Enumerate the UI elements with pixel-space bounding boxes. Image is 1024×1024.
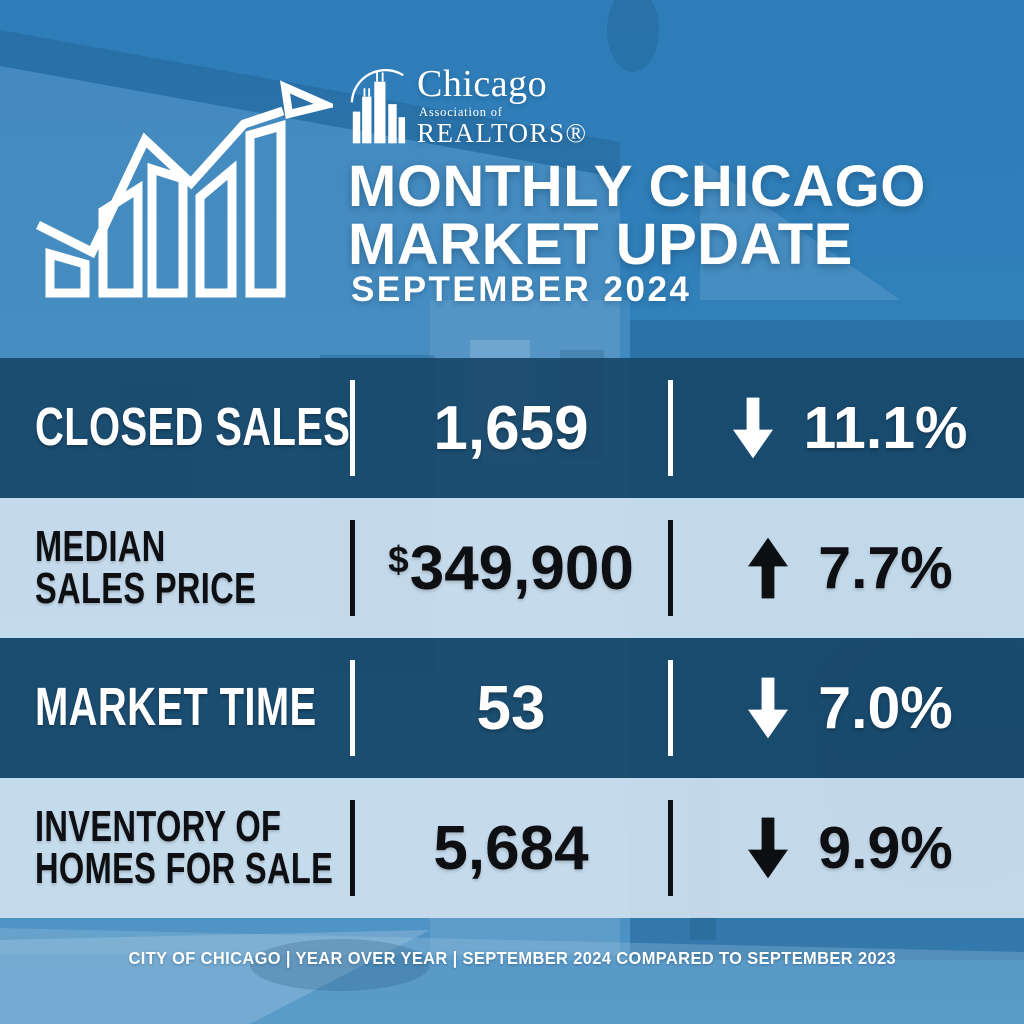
stat-label-text: SALES PRICE [35, 564, 257, 613]
stat-label: CLOSED SALES [0, 397, 351, 458]
down-arrow-icon [748, 677, 789, 739]
stats-table: CLOSED SALES 1,659 11.1% MEDIAN SALES PR… [0, 358, 1024, 918]
stat-label-text: MEDIAN [35, 522, 166, 572]
page-title: MONTHLY CHICAGO MARKET UPDATE [348, 158, 926, 274]
down-arrow-icon [748, 817, 789, 879]
logo-text: Chicago Association of REALTORS® [417, 65, 588, 148]
stat-label: INVENTORY OF HOMES FOR SALE [0, 802, 349, 893]
logo-subname: Association of [419, 104, 503, 119]
down-arrow-icon [733, 397, 774, 459]
report-month: SEPTEMBER 2024 [351, 270, 692, 309]
stat-row-closed-sales: CLOSED SALES 1,659 11.1% [0, 358, 1024, 498]
stat-label: MEDIAN SALES PRICE [0, 522, 349, 613]
logo-org: REALTORS® [417, 118, 588, 149]
footer-caption: CITY OF CHICAGO | YEAR OVER YEAR | SEPTE… [0, 948, 1024, 969]
stat-value: 1,659 [433, 393, 589, 463]
trend-chart-icon [35, 80, 333, 298]
car-logo: Chicago Association of REALTORS® [350, 64, 588, 148]
stat-change: 7.7% [673, 532, 1024, 604]
column-divider [349, 660, 355, 756]
stat-change: 7.0% [673, 672, 1024, 744]
stat-value: $349,900 [388, 533, 634, 603]
stat-change-value: 7.0% [818, 675, 953, 741]
stat-label-text: INVENTORY OF [35, 802, 282, 852]
column-divider [349, 380, 355, 476]
column-divider [667, 660, 673, 756]
dollar-sign: $ [388, 538, 409, 580]
footer-text: CITY OF CHICAGO | YEAR OVER YEAR | SEPTE… [128, 948, 896, 968]
stat-label-text: HOMES FOR SALE [35, 844, 334, 893]
stat-change: 11.1% [673, 392, 1024, 464]
stat-label-text: MARKET TIME [35, 677, 317, 738]
stat-row-inventory: INVENTORY OF HOMES FOR SALE 5,684 9.9% [0, 778, 1024, 918]
up-arrow-icon [748, 537, 789, 599]
stat-change-value: 11.1% [803, 395, 968, 461]
stat-change-value: 7.7% [818, 535, 953, 601]
stat-row-median-sales-price: MEDIAN SALES PRICE $349,900 7.7% [0, 498, 1024, 638]
column-divider [667, 380, 673, 476]
title-line-1: MONTHLY CHICAGO [348, 154, 926, 219]
stat-value: 5,684 [433, 813, 589, 883]
column-divider [349, 800, 355, 896]
stat-label: MARKET TIME [0, 677, 349, 738]
column-divider [349, 520, 355, 616]
logo-name: Chicago [417, 62, 548, 105]
stat-row-market-time: MARKET TIME 53 7.0% [0, 638, 1024, 778]
stat-change: 9.9% [673, 812, 1024, 884]
title-line-2: MARKET UPDATE [348, 212, 853, 277]
column-divider [667, 800, 673, 896]
stat-change-value: 9.9% [818, 815, 953, 881]
skyline-icon [350, 68, 406, 144]
column-divider [667, 520, 673, 616]
stat-label-text: CLOSED SALES [35, 397, 351, 458]
stat-value: 53 [476, 673, 546, 743]
